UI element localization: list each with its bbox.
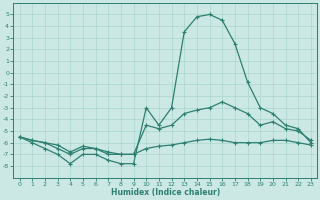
- X-axis label: Humidex (Indice chaleur): Humidex (Indice chaleur): [111, 188, 220, 197]
